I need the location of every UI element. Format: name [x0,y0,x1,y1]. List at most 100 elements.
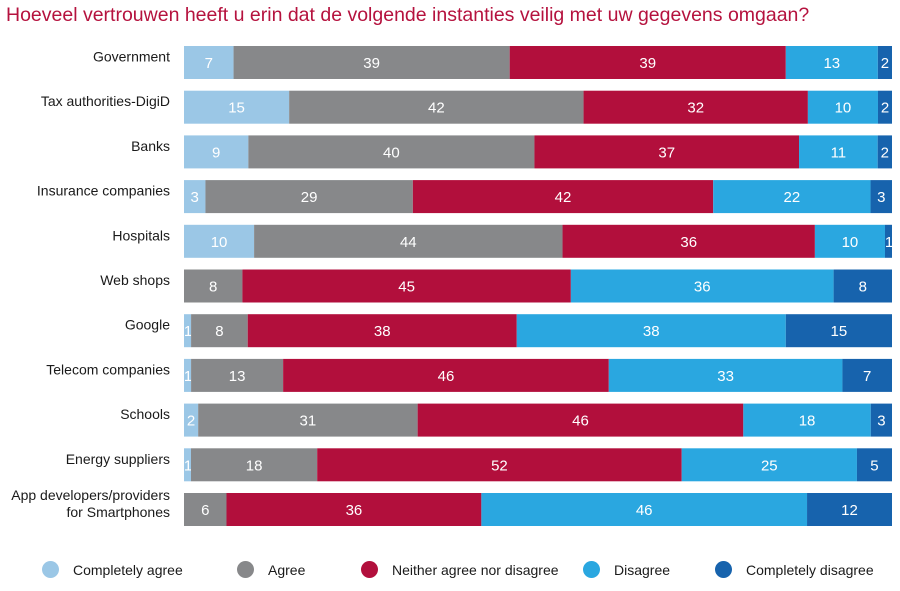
bar-segment [785,46,878,79]
data-label: 3 [191,189,199,206]
chart-legend: Completely agree Agree Neither agree nor d… [0,561,900,591]
bar-segment [870,403,892,437]
data-label: 2 [881,100,889,117]
legend-swatch [715,561,732,578]
bar-segment [608,358,843,392]
data-label: 12 [841,502,858,519]
bar-segment [583,90,808,124]
data-label: 8 [215,323,223,340]
legend-item: Agree [237,561,305,578]
bar-segment [877,135,892,169]
data-label: 52 [491,457,508,474]
data-label: 32 [687,100,704,117]
data-label: 36 [694,279,711,296]
legend-label: Disagree [614,561,671,578]
data-label: 18 [246,457,263,474]
data-label: 9 [212,144,220,161]
bar-segment [233,46,510,79]
data-label: 7 [205,55,213,72]
bar-segment [317,448,682,482]
data-label: 38 [374,323,391,340]
bar-segment [681,448,857,482]
bar-segment [417,403,744,437]
data-label: 36 [346,502,363,519]
legend-item: Completely disagree [715,561,874,578]
bar-segment [283,358,609,392]
data-label: 29 [301,189,318,206]
data-label: 6 [201,502,209,519]
bar-segment [785,314,892,348]
bar-segment [807,90,878,124]
data-label: 39 [363,55,380,72]
bar-segment [247,314,517,348]
data-label: 15 [831,323,848,340]
data-label: 1 [885,234,893,251]
data-label: 2 [187,413,195,430]
bar-segment [184,314,192,348]
bar-segment [870,180,892,214]
data-label: 13 [229,368,246,385]
data-label: 46 [636,502,653,519]
bar-segment [191,448,318,482]
bar-segment [184,403,199,437]
data-label: 33 [717,368,734,385]
data-label: 22 [784,189,801,206]
data-label: 46 [438,368,455,385]
category-label: Google [125,317,170,333]
bar-segment [191,358,284,392]
legend-label: Completely disagree [746,561,874,578]
bar-segment [184,135,249,169]
bar-segment [713,180,871,214]
bar-segment [184,269,243,303]
bar-segment [184,180,206,214]
bar-segment [184,493,227,526]
bar-segment [481,493,808,526]
category-label: Hospitals [112,227,170,243]
bar-segment [184,224,255,258]
data-label: 2 [881,144,889,161]
bar-segment [877,90,892,124]
data-label: 25 [761,457,778,474]
data-label: 1 [184,457,192,474]
bar-segment [242,269,571,303]
category-label: App developers/providers for Smartphones [11,487,170,520]
bar-segment [814,224,885,258]
legend-swatch [361,561,378,578]
category-label: Energy suppliers [66,451,170,467]
bar-segment [191,314,248,348]
bar-segment [226,493,482,526]
bar-segment [534,135,800,169]
bar-segment [509,46,786,79]
data-label: 36 [680,234,697,251]
bar-segment [254,224,563,258]
data-label: 10 [211,234,228,251]
category-label: Government [93,49,170,65]
data-label: 8 [209,279,217,296]
data-label: 42 [555,189,572,206]
bar-segment [205,180,413,214]
bar-segment [198,403,418,437]
bar-segment [289,90,584,124]
bar-segment [412,180,714,214]
bar-segment [877,46,892,79]
bar-segment [842,358,892,392]
bar-segment [184,46,234,79]
data-label: 8 [859,279,867,296]
legend-item: Neither agree nor disagree [361,561,559,578]
category-label: Schools [120,406,170,422]
data-label: 5 [870,457,878,474]
data-label: 15 [228,100,245,117]
legend-item: Disagree [583,561,670,578]
bar-segment [516,314,786,348]
data-label: 2 [881,55,889,72]
bar-segment [856,448,892,482]
data-label: 45 [398,279,415,296]
bar-segment [743,403,871,437]
category-label: Insurance companies [37,183,170,199]
bar-segment [248,135,535,169]
data-label: 1 [184,323,192,340]
legend-item: Completely agree [42,561,183,578]
bar-segment [807,493,892,526]
bar-segment [833,269,892,303]
